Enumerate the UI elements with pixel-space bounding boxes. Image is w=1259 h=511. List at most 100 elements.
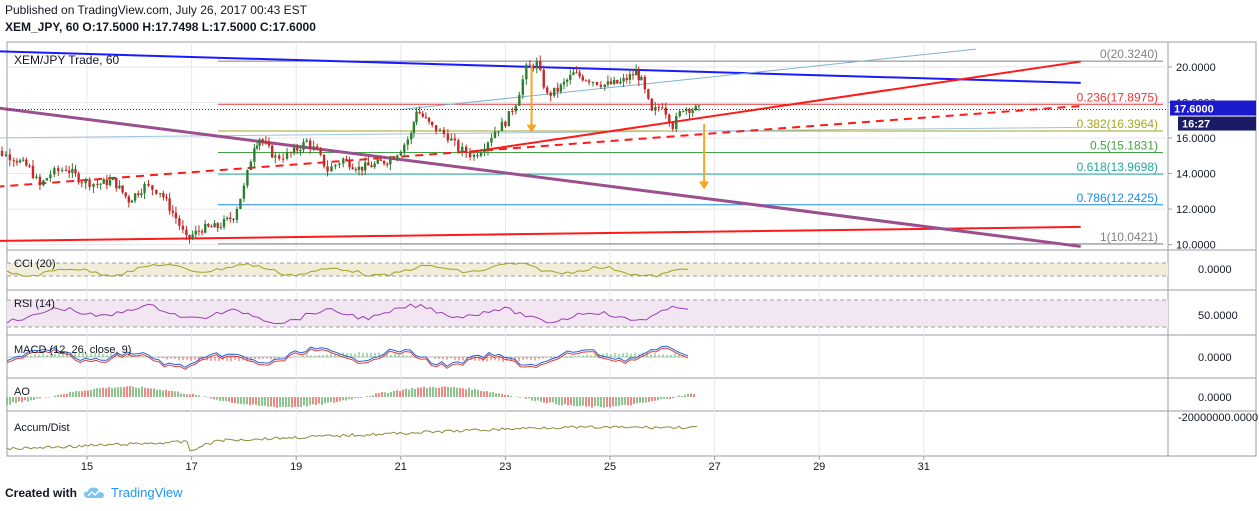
candle: [0, 146, 4, 157]
candle: [68, 165, 71, 179]
candle: [338, 162, 341, 169]
candle-body: [15, 160, 19, 163]
candle-body: [461, 146, 464, 152]
candle-body: [609, 81, 613, 84]
candle-body: [528, 64, 532, 66]
candle-body: [364, 162, 367, 171]
candle: [130, 199, 134, 203]
candle: [500, 117, 504, 132]
candle: [108, 174, 112, 187]
candle: [342, 157, 345, 168]
tradingview-brand[interactable]: TradingView: [111, 485, 183, 500]
candle: [584, 79, 588, 82]
candle: [535, 57, 538, 74]
candle-body: [185, 229, 188, 235]
candle-body: [410, 132, 413, 140]
candle-body: [197, 230, 201, 232]
candle-body: [207, 223, 210, 227]
candle-body: [21, 159, 25, 161]
candle-body: [539, 61, 542, 70]
candle: [105, 174, 109, 190]
candle: [12, 157, 15, 167]
candle: [637, 66, 640, 87]
candle-body: [28, 165, 31, 167]
candle: [143, 181, 146, 200]
candle-body: [229, 217, 232, 220]
candle: [434, 125, 438, 135]
candle: [302, 138, 305, 154]
candle-body: [556, 87, 559, 92]
trendline-purple-channel: [0, 106, 1081, 248]
candle-body: [412, 122, 416, 133]
candle: [373, 161, 376, 169]
macd-line: [6, 345, 689, 368]
candle-body: [464, 146, 468, 153]
candle-body: [124, 192, 127, 197]
candle: [479, 149, 483, 158]
candle: [53, 166, 56, 178]
candle: [609, 77, 613, 85]
candle-body: [430, 121, 434, 126]
candle-body: [118, 185, 121, 189]
candle: [4, 151, 8, 158]
candle-body: [38, 176, 42, 186]
candle: [559, 83, 563, 94]
tradingview-cloud-icon: [84, 486, 105, 498]
candle: [464, 144, 468, 158]
candle: [497, 131, 500, 137]
candle: [225, 216, 229, 222]
candle-body: [678, 111, 681, 117]
candle-body: [532, 65, 535, 69]
candle-body: [322, 154, 326, 167]
candle: [84, 177, 87, 190]
candle: [415, 107, 418, 125]
cci-title: CCI (20): [14, 258, 56, 270]
candle-body: [654, 107, 657, 111]
candle-body: [162, 193, 165, 198]
ao-value: 0.0000: [1198, 392, 1232, 404]
candle: [661, 102, 664, 109]
candle-body: [84, 179, 87, 184]
candle-body: [490, 137, 493, 143]
candle-body: [270, 145, 274, 158]
candle: [242, 182, 246, 203]
candle: [476, 152, 479, 159]
candle-body: [595, 82, 599, 85]
candle: [406, 136, 409, 151]
arrow-head: [526, 124, 537, 133]
candle-body: [421, 113, 424, 117]
countdown-label: 16:27: [1182, 119, 1210, 131]
candle: [668, 113, 671, 127]
candle-body: [575, 72, 578, 74]
candle: [569, 69, 572, 85]
footer: Created with TradingView: [5, 485, 183, 500]
y-tick-label: 20.0000: [1176, 62, 1216, 74]
candle-body: [622, 78, 625, 82]
candle: [424, 112, 428, 119]
candle-body: [88, 179, 91, 187]
candle-body: [546, 87, 549, 93]
candle: [521, 74, 525, 100]
candle: [694, 104, 697, 112]
candle: [194, 225, 197, 238]
countdown-box: [1178, 116, 1256, 131]
candle-body: [49, 174, 52, 179]
candle: [124, 192, 127, 199]
candle-body: [664, 107, 667, 115]
candle: [682, 110, 685, 113]
y-tick-label: 16.0000: [1176, 133, 1216, 145]
candle-body: [105, 179, 109, 186]
candle: [21, 156, 25, 162]
candle: [628, 68, 632, 85]
candle: [25, 157, 28, 167]
candle-body: [603, 84, 606, 87]
candle-body: [661, 107, 664, 109]
candle: [127, 194, 131, 208]
candle-body: [264, 141, 268, 143]
candle-body: [345, 158, 348, 160]
candle-body: [242, 185, 246, 199]
candle: [140, 188, 143, 198]
y-tick-label: 10.0000: [1176, 240, 1216, 252]
x-tick-label: 23: [499, 461, 511, 473]
